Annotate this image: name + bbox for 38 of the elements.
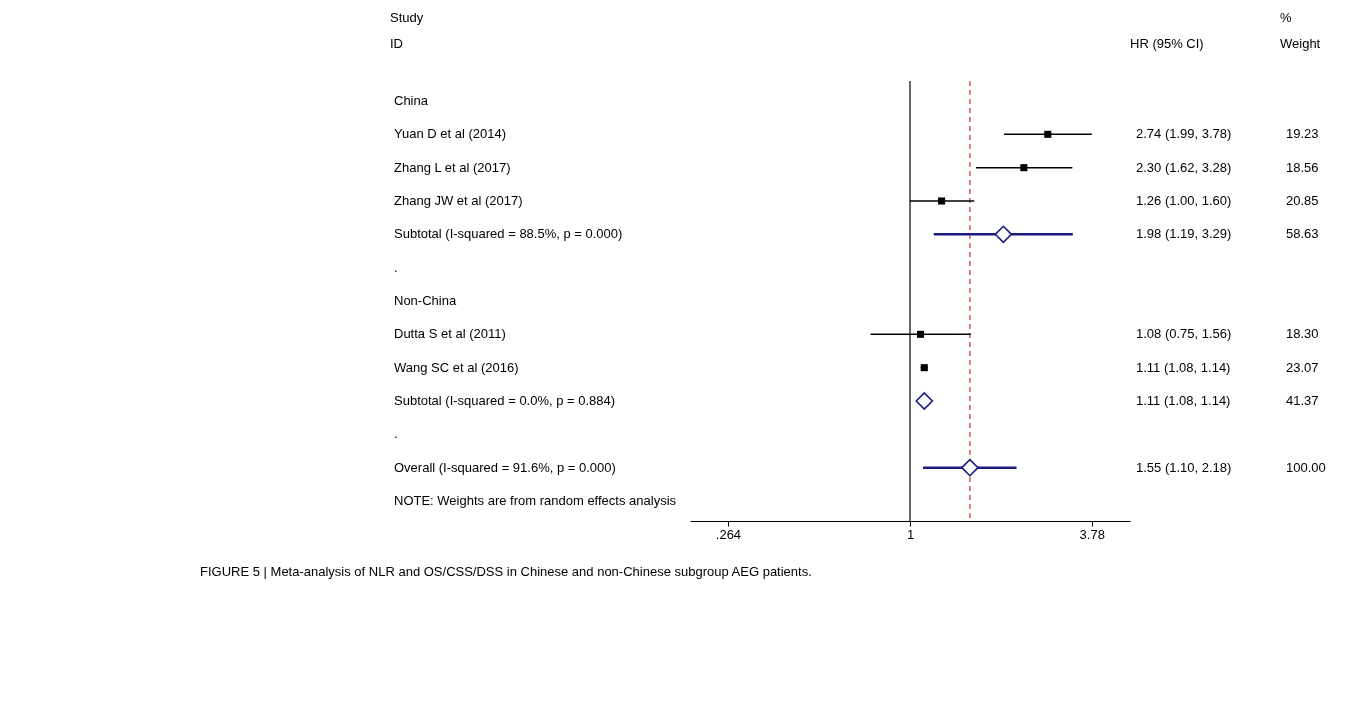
y-tick-label: .	[394, 426, 398, 442]
text: 20.85	[1286, 193, 1319, 208]
text: 19.23	[1286, 126, 1319, 142]
text: Study	[390, 10, 424, 25]
text: 1.11 (1.08, 1.14)	[1136, 393, 1231, 408]
y-tick-label: Dutta S et al (2011)	[394, 326, 506, 342]
y-tick-label: Zhang JW et al (2017)	[394, 193, 523, 208]
text: HR (95% CI)	[1130, 36, 1204, 51]
data-label: 1.26 (1.00, 1.60)	[1136, 193, 1232, 208]
text: FIGURE 5 | Meta-analysis of NLR and OS/CSS/DSS in Chinese and non-Chinese subgroup AEG patients.	[200, 564, 812, 579]
data-label: 1.08 (0.75, 1.56)	[1136, 326, 1232, 342]
y-tick-label: Non-China	[394, 293, 457, 308]
text: ID	[390, 36, 403, 51]
data-label: 2.74 (1.99, 3.78)	[1136, 126, 1232, 142]
y-tick-label: Subtotal (I-squared = 88.5%, p = 0.000)	[394, 226, 623, 242]
text: %	[1280, 10, 1292, 25]
text: 18.56	[1286, 159, 1319, 175]
x-tick-label: 3.78	[1079, 526, 1105, 542]
text: 18.30	[1286, 326, 1319, 342]
y-tick-label: China	[394, 93, 429, 108]
x-tick-label: 1	[906, 526, 915, 542]
text: 58.63	[1286, 226, 1319, 242]
text: NOTE: Weights are from random effects analysis	[394, 493, 677, 508]
y-tick-label: Wang SC et al (2016)	[394, 359, 519, 375]
y-tick-label: .	[394, 259, 398, 275]
y-tick-label: Overall (I-squared = 91.6%, p = 0.000)	[394, 459, 616, 475]
x-tick-label: .264	[715, 526, 742, 542]
data-label: 2.30 (1.62, 3.28)	[1136, 159, 1232, 175]
y-tick-label: Subtotal (I-squared = 0.0%, p = 0.884)	[394, 393, 616, 408]
text: 1.55 (1.10, 2.18)	[1136, 459, 1232, 475]
text: 100.00	[1286, 459, 1326, 475]
text: 23.07	[1286, 359, 1319, 375]
y-tick-label: Zhang L et al (2017)	[394, 159, 511, 175]
text: 41.37	[1286, 393, 1319, 408]
text: 1.98 (1.19, 3.29)	[1136, 226, 1232, 242]
data-label: 1.11 (1.08, 1.14)	[1136, 359, 1231, 375]
y-tick-label: Yuan D et al (2014)	[394, 126, 507, 142]
text: Weight	[1280, 36, 1321, 51]
